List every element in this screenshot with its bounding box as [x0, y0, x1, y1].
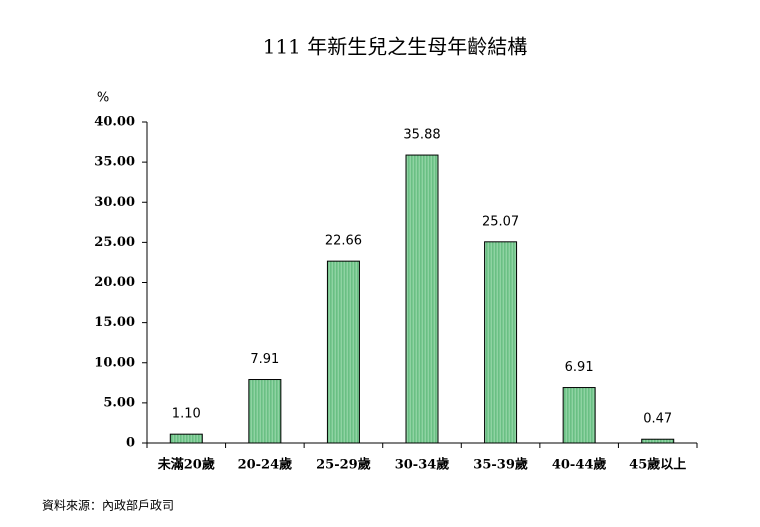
bar	[562, 387, 596, 444]
bar	[484, 241, 518, 444]
bar	[326, 260, 360, 444]
value-label: 6.91	[565, 360, 594, 375]
y-tick-label: 0	[126, 436, 135, 451]
x-tick-label: 25-29歲	[316, 457, 371, 473]
x-tick-label: 40-44歲	[552, 457, 607, 473]
x-tick-label: 未滿20歲	[157, 457, 215, 473]
x-tick-label: 30-34歲	[395, 457, 450, 473]
value-label: 1.10	[172, 407, 201, 422]
y-axis-label: %	[97, 91, 109, 106]
y-tick-label: 20.00	[94, 275, 135, 290]
bar	[405, 154, 439, 444]
y-tick-label: 25.00	[94, 235, 135, 250]
y-tick-label: 35.00	[94, 155, 135, 170]
value-label: 25.07	[482, 214, 519, 229]
x-tick-label: 35-39歲	[473, 457, 528, 473]
y-tick-label: 10.00	[94, 355, 135, 370]
value-label: 22.66	[325, 234, 362, 249]
chart-title: 111 年新生兒之生母年齡結構	[263, 35, 528, 59]
y-tick-label: 5.00	[103, 395, 135, 410]
value-label: 35.88	[403, 128, 440, 143]
y-tick-label: 15.00	[94, 315, 135, 330]
x-tick-label: 45歲以上	[629, 457, 686, 473]
x-tick-label: 20-24歲	[238, 457, 293, 473]
value-label: 7.91	[250, 352, 279, 367]
bar	[169, 433, 203, 444]
source-note: 資料來源：內政部戶政司	[42, 498, 174, 513]
y-tick-label: 40.00	[94, 115, 135, 130]
value-label: 0.47	[643, 412, 672, 427]
bar	[248, 379, 282, 444]
y-tick-label: 30.00	[94, 195, 135, 210]
bar	[641, 438, 675, 444]
